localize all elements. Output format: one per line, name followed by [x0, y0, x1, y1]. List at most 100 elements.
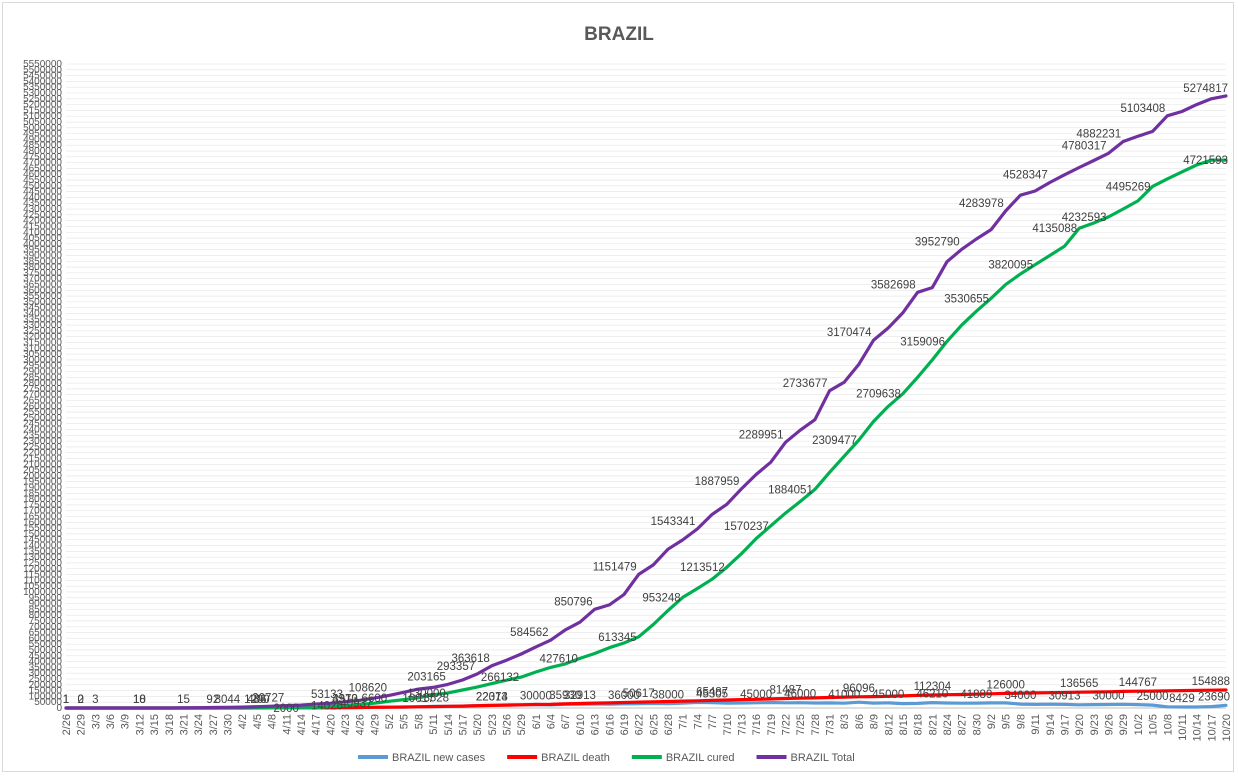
x-tick-label: 7/25 — [795, 714, 807, 735]
data-label: 1 — [63, 694, 69, 706]
y-tick-label: 4800000 — [23, 146, 62, 157]
data-label: 20727 — [252, 693, 284, 705]
data-label: 2709638 — [856, 389, 901, 401]
y-tick-label: 3700000 — [23, 274, 62, 285]
y-tick-label: 1200000 — [23, 564, 62, 575]
data-label: 2 — [77, 694, 83, 706]
y-tick-label: 3000000 — [23, 355, 62, 366]
data-label: 4283978 — [959, 198, 1004, 210]
data-label: 4721593 — [1183, 155, 1228, 167]
data-label: 30000 — [1093, 691, 1125, 703]
y-tick-label: 4750000 — [23, 152, 62, 163]
x-tick-label: 3/21 — [178, 714, 190, 735]
x-tick-label: 5/23 — [487, 714, 499, 735]
data-labels: 1 0 10 1200 4970 6600 13528 22374 30000 32913 3600… — [63, 83, 1230, 715]
y-tick-label: 300000 — [29, 668, 63, 679]
x-tick-label: 8/9 — [869, 714, 881, 729]
data-label: 1 — [63, 694, 69, 706]
data-label: 1200 — [244, 694, 270, 706]
y-tick-label: 2750000 — [23, 384, 62, 395]
data-label: 2289951 — [739, 429, 784, 441]
y-tick-label: 3200000 — [23, 332, 62, 343]
y-tick-label: 1650000 — [23, 512, 62, 523]
x-tick-label: 5/2 — [384, 714, 396, 729]
x-tick-label: 8/18 — [913, 714, 925, 735]
data-label: 50617 — [623, 688, 655, 700]
x-tick-label: 6/22 — [634, 714, 646, 735]
y-tick-label: 100000 — [29, 691, 63, 702]
y-tick-label: 350000 — [29, 662, 63, 673]
data-label: 23690 — [1198, 691, 1230, 703]
legend-label: BRAZIL Total — [791, 752, 855, 764]
data-label: 4232593 — [1062, 212, 1107, 224]
data-label: 3159096 — [900, 336, 945, 348]
y-tick-label: 750000 — [29, 616, 63, 627]
data-label: 4528347 — [1003, 170, 1048, 182]
y-tick-label: 3100000 — [23, 343, 62, 354]
x-tick-label: 4/29 — [369, 714, 381, 735]
data-label: 584562 — [510, 627, 548, 639]
x-tick-label: 8/27 — [957, 714, 969, 735]
data-label: 13528 — [417, 692, 449, 704]
y-tick-label: 1250000 — [23, 558, 62, 569]
y-tick-label: 1050000 — [23, 581, 62, 592]
legend-label: BRAZIL death — [541, 752, 610, 764]
x-tick-label: 5/26 — [502, 714, 514, 735]
data-label: 953248 — [642, 592, 680, 604]
y-tick-label: 1900000 — [23, 483, 62, 494]
data-label: 4495269 — [1106, 181, 1151, 193]
y-tick-label: 2950000 — [23, 361, 62, 372]
y-tick-label: 4050000 — [23, 233, 62, 244]
data-label: 4135088 — [1032, 223, 1077, 235]
x-tick-label: 8/30 — [971, 714, 983, 735]
x-tick-label: 10/8 — [1162, 714, 1174, 735]
data-label: 30913 — [1048, 690, 1080, 702]
x-tick-label: 8/12 — [883, 714, 895, 735]
y-tick-label: 250000 — [29, 674, 63, 685]
data-label: 53133 — [311, 689, 343, 701]
y-tick-label: 3900000 — [23, 250, 62, 261]
data-label: 18 — [133, 694, 146, 706]
data-label: 2309477 — [812, 435, 857, 447]
data-label: 1543341 — [651, 516, 696, 528]
y-tick-label: 2500000 — [23, 413, 62, 424]
y-tick-label: 1750000 — [23, 500, 62, 511]
legend-label: BRAZIL cured — [666, 752, 735, 764]
x-tick-label: 3/9 — [120, 714, 132, 729]
data-label: 3530655 — [944, 293, 989, 305]
data-label: 41000 — [828, 689, 860, 701]
x-tick-label: 6/1 — [531, 714, 543, 729]
y-tick-label: 550000 — [29, 639, 63, 650]
data-label: 130000 — [407, 688, 445, 700]
y-tick-label: 4600000 — [23, 169, 62, 180]
data-label: 266132 — [481, 672, 519, 684]
y-tick-label: 4700000 — [23, 158, 62, 169]
data-label: 38000 — [652, 690, 684, 702]
data-label: 36000 — [608, 690, 640, 702]
y-tick-label: 3850000 — [23, 256, 62, 267]
y-tick-label: 5350000 — [23, 82, 62, 93]
data-label: 14026 — [311, 700, 343, 712]
series-lines — [64, 94, 1228, 710]
data-label: 30000 — [520, 691, 552, 703]
x-tick-label: 10/14 — [1192, 714, 1204, 742]
x-tick-label: 10/5 — [1148, 714, 1160, 735]
x-tick-label: 4/8 — [267, 714, 279, 729]
y-tick-label: 3150000 — [23, 337, 62, 348]
y-tick-label: 500000 — [29, 645, 63, 656]
data-label: 427610 — [540, 653, 578, 665]
y-tick-label: 2100000 — [23, 459, 62, 470]
x-tick-label: 8/6 — [854, 714, 866, 729]
x-tick-label: 4/11 — [281, 714, 293, 735]
y-tick-label: 3300000 — [23, 320, 62, 331]
y-tick-label: 4400000 — [23, 192, 62, 203]
y-tick-label: 5450000 — [23, 71, 62, 82]
data-label: 92 — [206, 694, 219, 706]
data-label: 108620 — [349, 682, 387, 694]
y-tick-label: 5250000 — [23, 94, 62, 105]
x-tick-label: 6/4 — [546, 714, 558, 729]
x-tick-label: 7/19 — [766, 714, 778, 735]
y-tick-label: 3950000 — [23, 245, 62, 256]
y-tick-label: 4250000 — [23, 210, 62, 221]
